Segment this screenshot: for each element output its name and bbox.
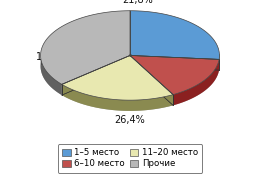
Polygon shape — [130, 11, 219, 59]
Polygon shape — [41, 11, 130, 84]
Polygon shape — [173, 59, 219, 105]
Text: 26,4%: 26,4% — [115, 115, 145, 125]
Polygon shape — [62, 55, 173, 100]
Text: 21,8%: 21,8% — [122, 0, 153, 5]
Polygon shape — [62, 84, 173, 111]
Polygon shape — [130, 55, 219, 95]
Polygon shape — [41, 21, 219, 111]
Legend: 1–5 место, 6–10 место, 11–20 место, Прочие: 1–5 место, 6–10 место, 11–20 место, Проч… — [58, 144, 202, 173]
Text: 36,2%: 36,2% — [188, 52, 219, 62]
Text: 15,6%: 15,6% — [36, 52, 67, 62]
Polygon shape — [41, 53, 62, 95]
